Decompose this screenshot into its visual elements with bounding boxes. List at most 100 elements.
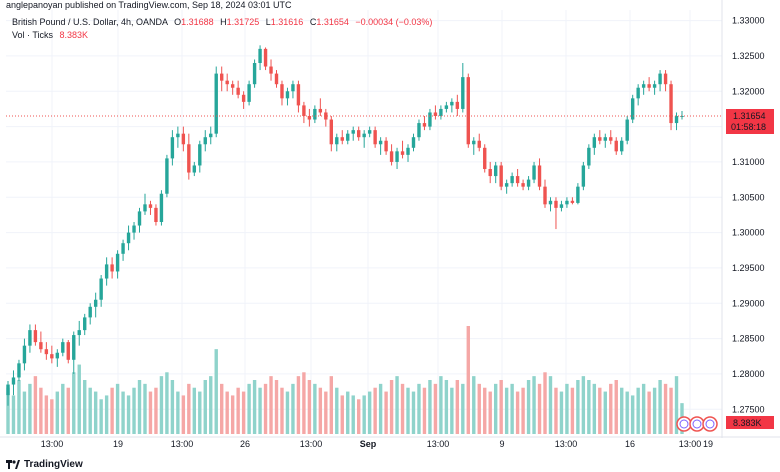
volume-bar [504, 387, 509, 434]
candle-body [220, 73, 224, 81]
volume-bar [674, 376, 679, 434]
volume-bar [44, 395, 49, 434]
volume-bar [493, 383, 498, 434]
candle-body [121, 243, 125, 254]
candle-body [373, 130, 377, 145]
close-value: 1.31654 [316, 17, 349, 27]
volume-bar [280, 387, 284, 434]
volume-bar [663, 383, 668, 434]
candle-body [636, 87, 640, 99]
candle-body [450, 101, 454, 106]
volume-bar [340, 395, 344, 434]
candle-body [143, 204, 147, 212]
candle-body [663, 73, 668, 85]
volume-bar [313, 383, 317, 434]
candle-body [543, 186, 547, 205]
y-tick-label: 1.32000 [732, 86, 765, 96]
volume-bar [99, 399, 103, 434]
volume-bar [422, 387, 427, 434]
publisher-note: anglepanoyan published on TradingView.co… [6, 0, 292, 10]
candle-body [252, 63, 257, 85]
candle-body [258, 48, 262, 63]
y-tick-label: 1.29500 [732, 263, 765, 273]
volume-bar [565, 383, 569, 434]
volume-bar [258, 387, 262, 434]
candle-body [488, 169, 492, 177]
volume-bar [592, 383, 597, 434]
volume-bar [598, 387, 602, 434]
volume-badge [726, 416, 774, 429]
volume-bar [466, 326, 470, 434]
tradingview-logo[interactable]: TradingView [6, 459, 83, 470]
candle-body [187, 144, 191, 173]
candle-body [263, 48, 268, 67]
candle-body [389, 151, 394, 162]
volume-bar [66, 387, 70, 434]
candle-body [609, 137, 613, 141]
price-badge-value: 1.31654 [733, 111, 766, 121]
volume-bar [104, 395, 109, 434]
volume-bar [406, 387, 410, 434]
candle-body [444, 105, 449, 109]
volume-bar [247, 383, 251, 434]
volume-value: 8.383K [59, 30, 89, 40]
candle-body [307, 116, 312, 120]
x-tick-label: Sep [360, 439, 377, 449]
volume-bar [362, 395, 366, 434]
y-tick-label: 1.31000 [732, 157, 765, 167]
volume-bar [499, 380, 503, 434]
candle-body [428, 112, 432, 127]
candle-body [472, 140, 476, 145]
candle-body [422, 123, 427, 127]
volume-bar [559, 391, 564, 434]
volume-bar [181, 395, 186, 434]
candle-body [576, 186, 580, 203]
candle-body [603, 137, 607, 141]
volume-bar [148, 391, 153, 434]
x-tick-label: 19 [113, 439, 123, 449]
candle-body [198, 144, 202, 166]
chart-grid [6, 10, 722, 434]
volume-bar [417, 383, 421, 434]
candle-body [44, 349, 49, 355]
volume-bar [252, 380, 257, 434]
candle-body [55, 352, 60, 359]
candle-body [148, 204, 153, 208]
candle-body [165, 158, 169, 194]
volume-bar [669, 387, 673, 434]
candle-body [154, 207, 158, 222]
event-marker-icon [679, 419, 689, 429]
candle-body [72, 335, 76, 360]
volume-bar [357, 399, 361, 434]
candle-body [241, 94, 246, 102]
candle-body [439, 108, 443, 116]
candle-body [340, 137, 344, 141]
volume-bar [274, 380, 279, 434]
volume-bar [625, 391, 629, 434]
candle-body [126, 232, 131, 244]
x-tick-label: 13:00 [427, 439, 450, 449]
volume-bar [603, 391, 607, 434]
volume-bar [515, 391, 520, 434]
candle-body [11, 377, 16, 385]
candle-body [357, 130, 361, 138]
candle-body [658, 73, 662, 85]
candle-body [669, 84, 673, 124]
volume-bar [537, 383, 542, 434]
y-tick-label: 1.30000 [732, 228, 765, 238]
volume-bar [543, 372, 547, 434]
candle-body [159, 193, 164, 222]
volume-bar [143, 383, 147, 434]
volume-bar [291, 383, 295, 434]
open-value: 1.31688 [181, 17, 214, 27]
candle-body [329, 119, 333, 145]
candle-body [132, 225, 136, 233]
candle-body [236, 87, 240, 95]
candle-body [466, 77, 470, 145]
volume-bar [636, 387, 640, 434]
x-tick-label: 16 [625, 439, 635, 449]
candle-body [176, 133, 180, 138]
y-tick-label: 1.28500 [732, 334, 765, 344]
